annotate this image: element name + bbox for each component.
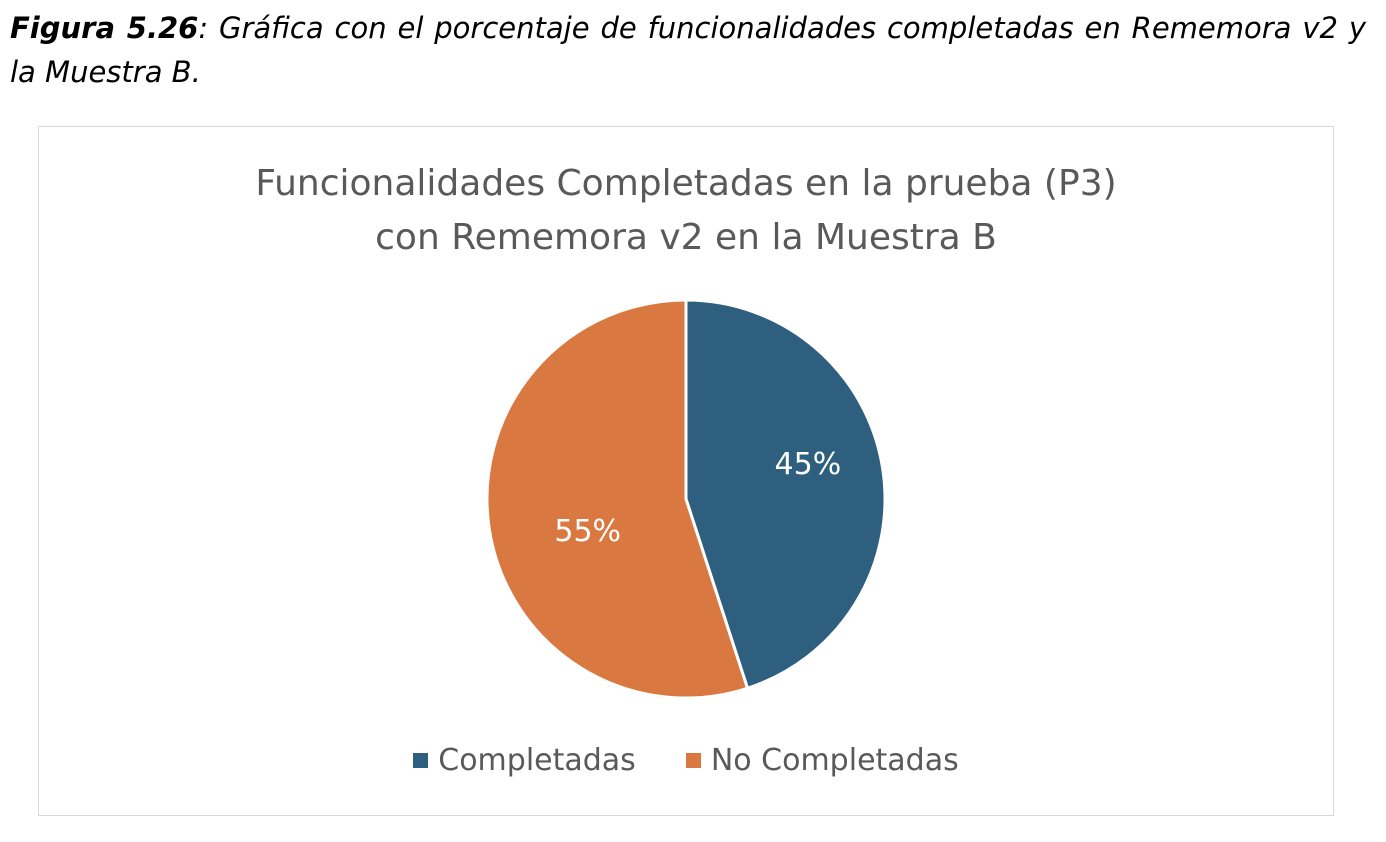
chart-title-line-1: Funcionalidades Completadas en la prueba… (255, 163, 1117, 204)
legend-item-completadas: Completadas (413, 743, 636, 778)
pie-slice-no-completadas (485, 298, 749, 700)
figure-number: Figura 5.26 (10, 11, 199, 45)
legend-item-no-completadas: No Completadas (685, 743, 959, 778)
figure-caption-text: : Gráfica con el porcentaje de funcional… (10, 11, 1366, 89)
chart-title-line-2: con Rememora v2 en la Muestra B (375, 217, 997, 258)
pie-chart: 45% 55% (485, 298, 887, 700)
chart-legend: Completadas No Completadas (39, 743, 1333, 778)
data-label-completadas: 45% (775, 447, 842, 482)
legend-label-no-completadas: No Completadas (710, 743, 959, 778)
pie-slice-completadas (684, 298, 887, 690)
legend-label-completadas: Completadas (438, 743, 636, 778)
pie-slice-labels: 45% 55% (554, 447, 841, 549)
pie-slices (485, 298, 887, 700)
chart-title: Funcionalidades Completadas en la prueba… (39, 157, 1333, 265)
legend-swatch-no-completadas (685, 753, 701, 768)
chart-area: Funcionalidades Completadas en la prueba… (38, 126, 1334, 816)
data-label-no-completadas: 55% (554, 514, 621, 549)
legend-swatch-completadas (413, 753, 429, 768)
figure-caption: Figura 5.26: Gráfica con el porcentaje d… (10, 6, 1366, 94)
